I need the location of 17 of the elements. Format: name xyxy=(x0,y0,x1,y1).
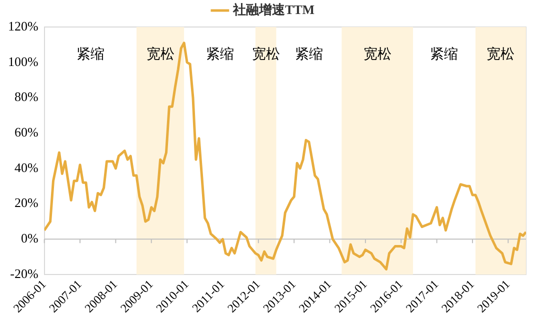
annotation: 紧缩 xyxy=(206,46,234,63)
y-tick-label: 40% xyxy=(14,160,38,175)
legend-label: 社融增速TTM xyxy=(232,2,315,17)
band-label: 宽松 xyxy=(486,46,515,63)
y-tick-label: 120% xyxy=(8,18,38,34)
band-label: 宽松 xyxy=(363,46,392,63)
band-label: 宽松 xyxy=(252,46,280,63)
annotation: 紧缩 xyxy=(294,46,323,63)
annotation: 紧缩 xyxy=(76,46,104,63)
y-tick-label: 100% xyxy=(8,54,38,69)
band-label: 宽松 xyxy=(146,46,174,63)
y-tick-label: -20% xyxy=(10,266,38,281)
y-tick-label: 20% xyxy=(14,195,38,210)
annotation: 紧缩 xyxy=(430,46,458,63)
y-tick-label: 0% xyxy=(20,230,38,246)
y-tick-label: 60% xyxy=(14,124,38,140)
y-tick-label: 80% xyxy=(14,89,38,104)
